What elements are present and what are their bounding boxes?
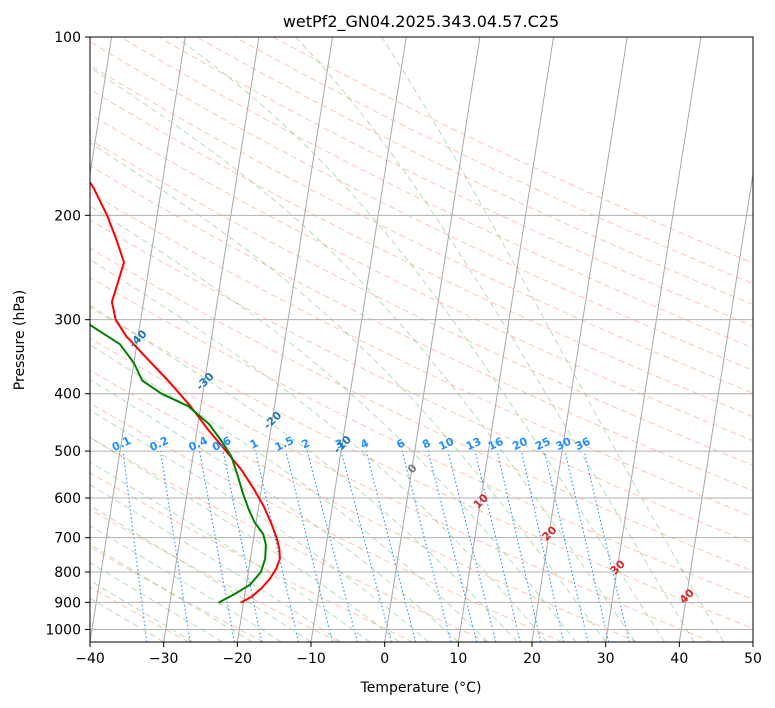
moist-adiabat-line xyxy=(90,205,577,642)
isotherm-line xyxy=(531,37,628,642)
dry-adiabat-line xyxy=(90,88,753,418)
moist-adiabat-line xyxy=(175,37,666,642)
moist-adiabat-line xyxy=(295,37,695,642)
x-tick-label: 40 xyxy=(670,651,688,667)
isotherms xyxy=(90,37,753,642)
isotherm-line xyxy=(90,37,186,642)
plot-frame xyxy=(89,36,754,643)
mixing-ratio-line xyxy=(447,450,497,642)
mixing-ratio-line xyxy=(564,450,610,642)
mixing-ratio-line xyxy=(222,450,263,642)
mixing-ratio-label: 10 xyxy=(437,435,457,453)
y-tick-label: 900 xyxy=(54,595,81,611)
moist-adiabat-line xyxy=(90,304,518,642)
moist-adiabat-line xyxy=(90,436,400,642)
y-axis-label: Pressure (hPa) xyxy=(12,290,28,390)
mixing-ratio-label: 16 xyxy=(486,435,506,453)
dry-adiabat-line xyxy=(272,37,753,264)
mixing-ratio-label: 30 xyxy=(554,435,574,453)
isotherm-line xyxy=(384,37,481,642)
y-tick-label: 1000 xyxy=(45,622,81,638)
mixing-ratio-line xyxy=(583,450,630,642)
dry-adiabat-line xyxy=(158,37,753,327)
x-tick-label: −30 xyxy=(149,651,179,667)
x-axis: −40 −30 −20 −10 0 10 20 30 40 50 xyxy=(75,642,762,667)
mixing-ratio-line xyxy=(401,450,452,642)
isotherm-line xyxy=(90,37,113,178)
temperature-profile-line xyxy=(90,180,281,604)
mixing-ratio-line xyxy=(520,450,565,642)
y-tick-label: 500 xyxy=(54,444,81,460)
moist-adiabat-line xyxy=(90,505,312,642)
mixing-ratio-line xyxy=(285,450,333,642)
moist-adiabat-line xyxy=(90,142,607,642)
mixing-ratio-line xyxy=(122,451,148,642)
mixing-ratio-line xyxy=(543,450,589,642)
x-tick-label: 0 xyxy=(380,651,389,667)
series-group xyxy=(90,180,281,604)
isotherm-line xyxy=(605,37,702,642)
mixing-ratio-lines xyxy=(122,450,630,642)
x-tick-label: −20 xyxy=(223,651,253,667)
dry-adiabat-line xyxy=(234,37,753,285)
x-axis-label: Temperature (°C) xyxy=(360,680,482,696)
y-axis: 100 200 300 400 500 600 700 800 900 1000 xyxy=(45,30,90,638)
mixing-ratio-line xyxy=(306,450,358,642)
mixing-ratio-label: 25 xyxy=(533,435,552,453)
dry-adiabat-line xyxy=(90,64,753,394)
mixing-ratio-label: 20 xyxy=(510,435,530,453)
mixing-ratio-line xyxy=(365,450,417,642)
isotherm-line xyxy=(310,37,407,642)
dry-adiabat-line xyxy=(90,306,753,630)
isotherm-line xyxy=(678,170,753,642)
dry-adiabat-line xyxy=(90,41,753,371)
dry-adiabats xyxy=(90,37,753,642)
moist-adiabat-line xyxy=(90,258,548,642)
x-tick-label: 30 xyxy=(597,651,615,667)
mixing-ratio-line xyxy=(474,450,521,642)
x-tick-label: 50 xyxy=(744,651,762,667)
y-tick-label: 200 xyxy=(54,208,81,224)
mixing-ratio-line xyxy=(160,451,191,642)
mixing-ratio-line xyxy=(340,450,392,642)
x-tick-label: −40 xyxy=(75,651,105,667)
dry-adiabat-line xyxy=(90,247,753,572)
dry-adiabat-line xyxy=(120,37,753,349)
y-tick-label: 800 xyxy=(54,565,81,581)
plot-area: 0.10.20.40.611.52346810131620253036-100-… xyxy=(90,37,753,642)
isotherm-line xyxy=(457,37,555,642)
mixing-ratio-label: 36 xyxy=(573,435,593,453)
isotherm-line xyxy=(163,37,260,642)
mixing-ratio-line xyxy=(496,450,542,642)
mixing-ratio-line xyxy=(199,451,235,642)
dry-adiabat-line xyxy=(196,37,753,306)
isobars xyxy=(90,37,753,630)
mixing-ratio-line xyxy=(427,450,478,642)
dry-adiabat-line xyxy=(90,337,712,642)
y-tick-label: 100 xyxy=(54,30,81,46)
x-tick-label: −10 xyxy=(296,651,326,667)
moist-adiabat-line xyxy=(90,461,371,642)
y-tick-label: 400 xyxy=(54,387,81,403)
dewpoint-profile-line xyxy=(90,323,267,604)
dry-adiabat-line xyxy=(90,113,753,442)
x-tick-label: 20 xyxy=(523,651,541,667)
dry-adiabat-line xyxy=(90,436,488,642)
dry-adiabat-line xyxy=(90,472,414,642)
y-tick-label: 700 xyxy=(54,531,81,547)
x-tick-label: 10 xyxy=(449,651,467,667)
mixing-ratio-line xyxy=(255,450,300,642)
mixing-ratio-label: 13 xyxy=(464,435,483,453)
y-tick-label: 300 xyxy=(54,313,81,329)
y-tick-label: 600 xyxy=(54,491,81,507)
chart-title: wetPf2_GN04.2025.343.04.57.C25 xyxy=(283,12,559,32)
moist-adiabat-line xyxy=(90,524,282,642)
dry-adiabat-line xyxy=(90,219,753,545)
moist-adiabat-line xyxy=(90,66,636,642)
isotherm-line xyxy=(236,37,334,642)
dry-adiabat-line xyxy=(90,369,638,642)
moist-adiabats xyxy=(90,37,724,642)
